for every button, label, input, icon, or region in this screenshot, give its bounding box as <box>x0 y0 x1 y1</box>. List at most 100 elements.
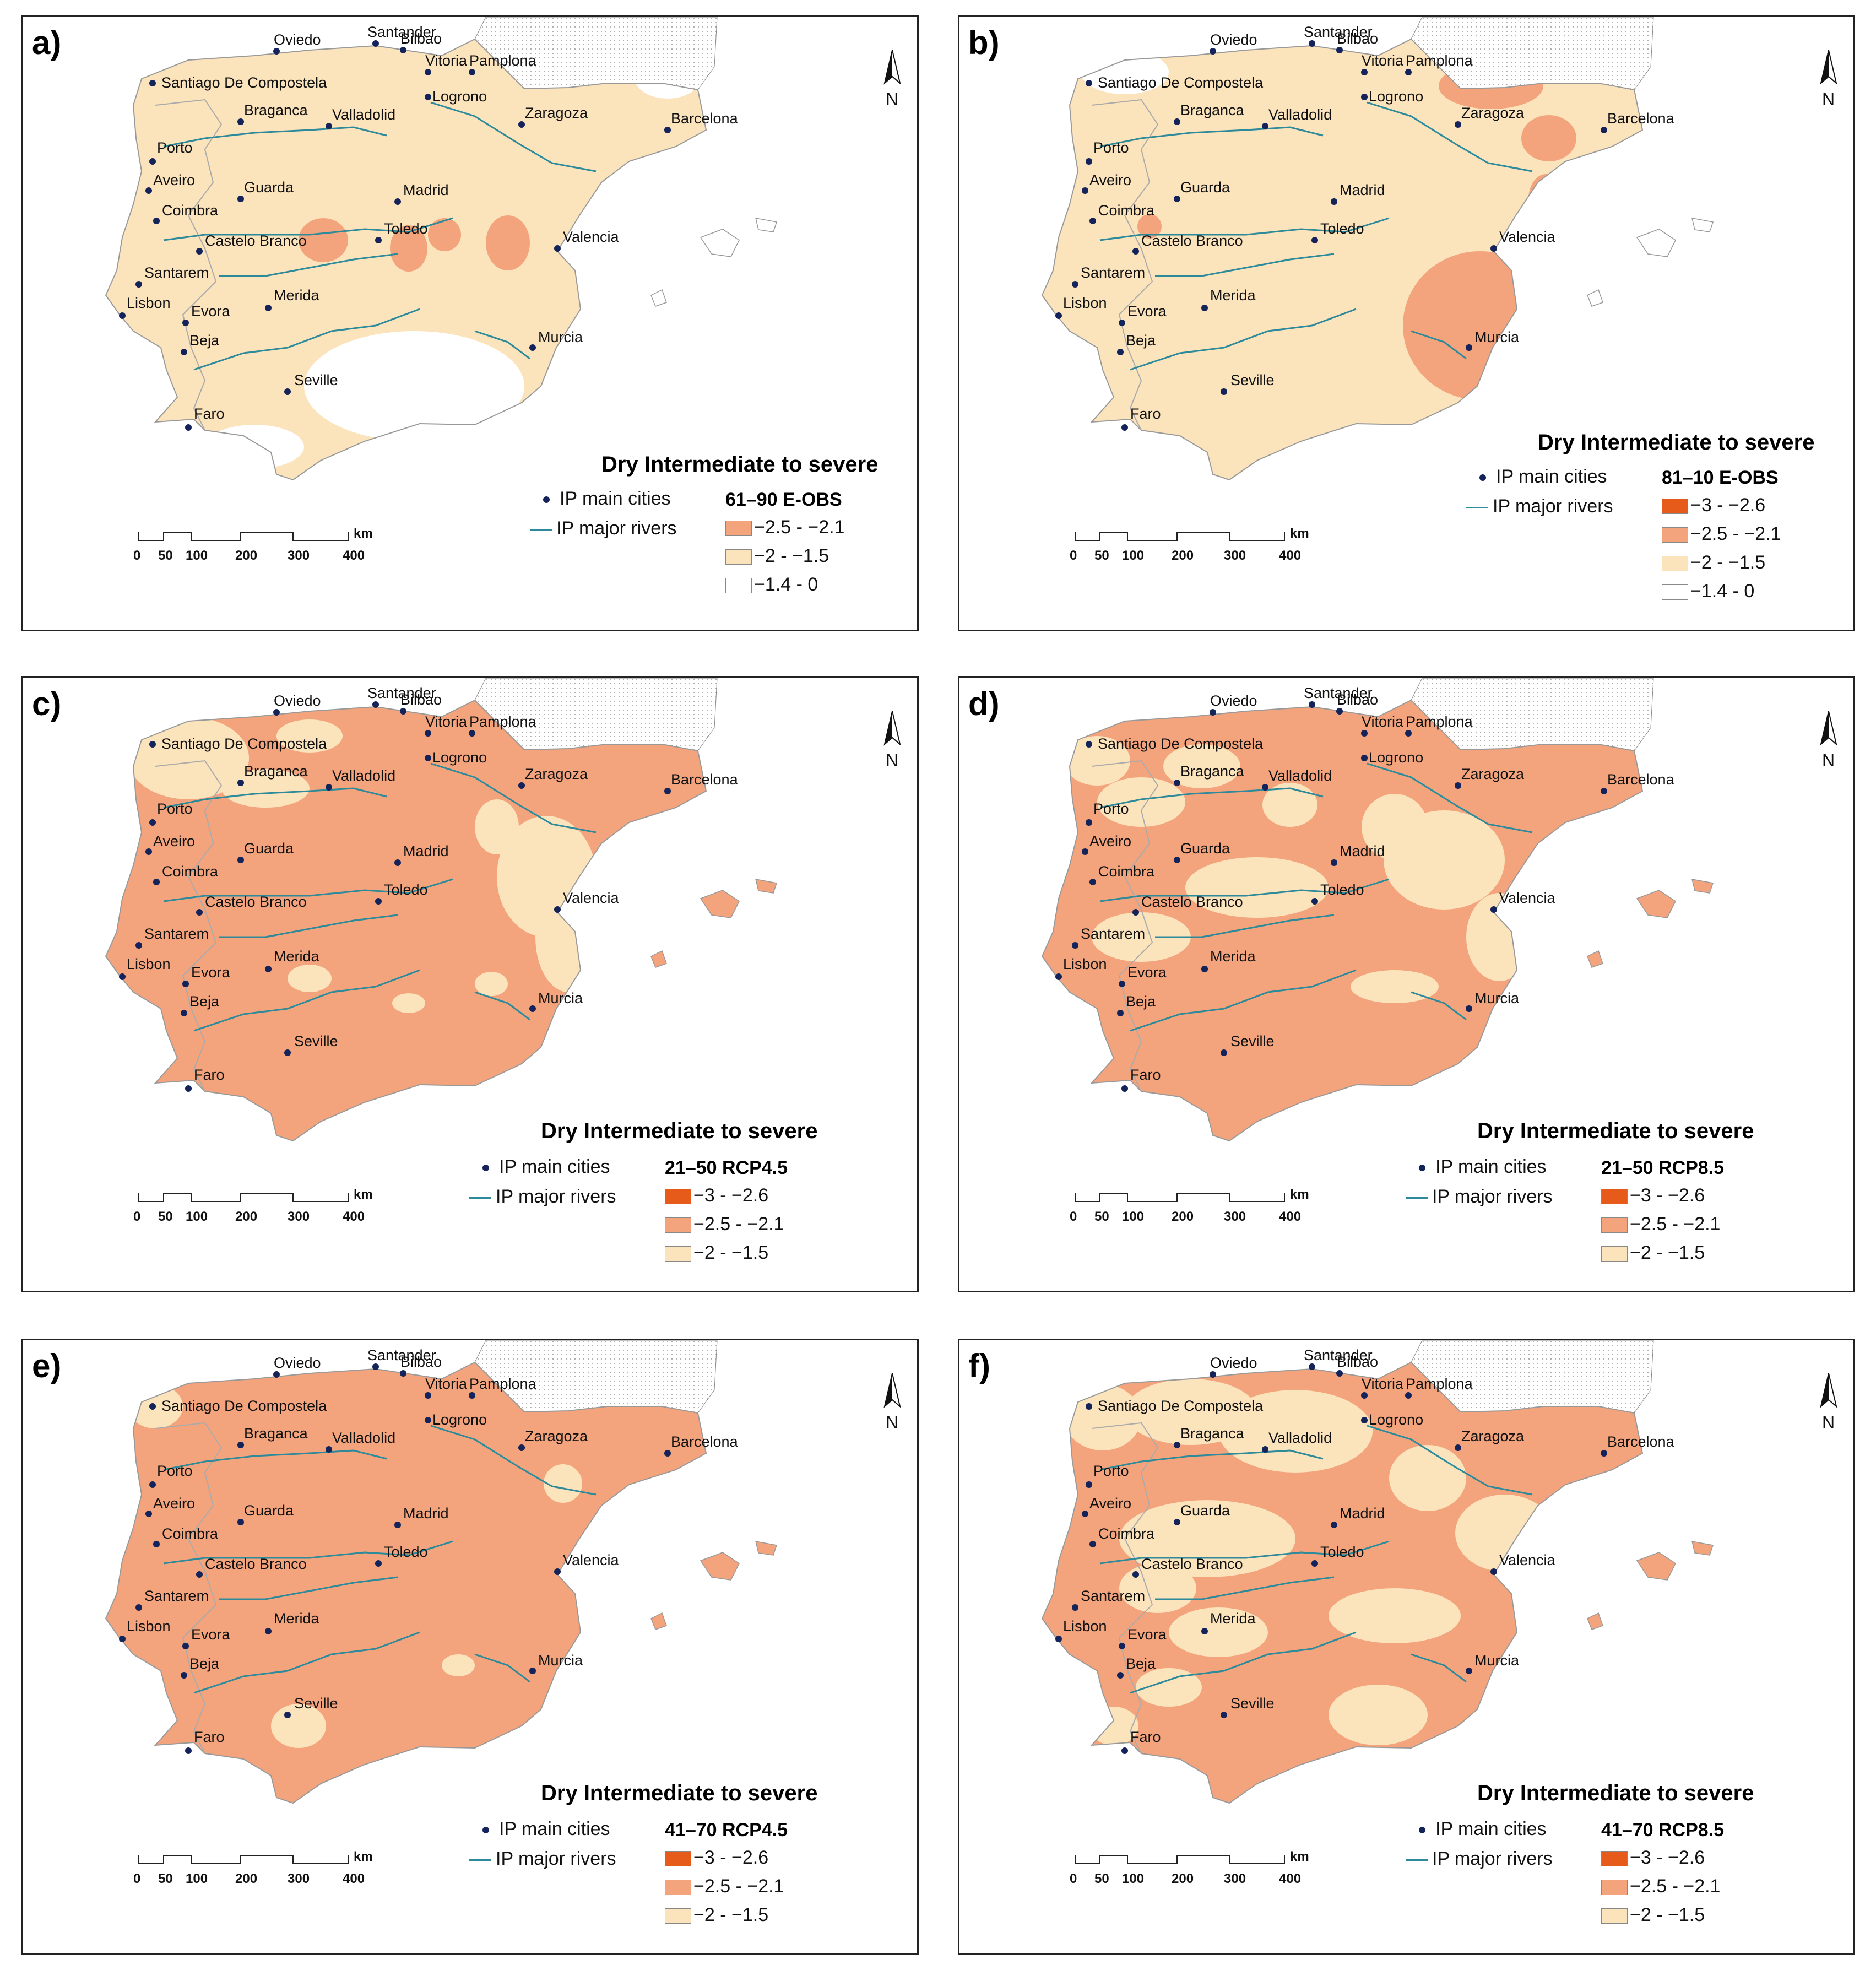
city-dot <box>153 879 160 885</box>
balearic-island <box>1691 1541 1714 1556</box>
city-label: Seville <box>1230 1695 1275 1712</box>
city-label: Guarda <box>1180 840 1230 857</box>
scale-tick-label: 100 <box>186 1871 208 1886</box>
north-arrow-icon: N <box>883 50 901 109</box>
city-label: Pamplona <box>1406 713 1473 730</box>
city-label: Santander <box>367 1347 436 1363</box>
city-label: Santarem <box>1081 264 1145 281</box>
north-arrow-icon: N <box>1820 50 1837 109</box>
city-dot <box>554 1568 561 1575</box>
city-dot <box>1089 218 1096 224</box>
legend-rivers: IP major rivers <box>469 1848 616 1870</box>
scale-tick-label: 400 <box>1279 548 1301 563</box>
city-dot <box>375 898 382 905</box>
legend-period: 21–50 RCP8.5 <box>1601 1157 1725 1178</box>
legend-class-label: −2.5 - −2.1 <box>1630 1876 1721 1897</box>
city-label: Murcia <box>1474 1652 1520 1669</box>
city-dot <box>469 730 475 737</box>
city-dot <box>237 196 244 202</box>
legend-period: 61–90 E-OBS <box>725 489 842 510</box>
legend-cities: IP main cities <box>475 1156 610 1178</box>
coastline <box>105 38 707 481</box>
balearic-island <box>1636 229 1676 257</box>
legend-class-label: −2.5 - −2.1 <box>754 517 845 538</box>
scale-tick-label: 0 <box>133 1209 140 1224</box>
city-dot <box>1221 388 1227 395</box>
city-label: Merida <box>1210 287 1256 304</box>
legend-class-row: −3 - −2.6 <box>665 1847 768 1869</box>
city-label: Oviedo <box>274 1355 321 1371</box>
city-dot <box>149 80 156 86</box>
scale-tick-label: 200 <box>235 1209 257 1224</box>
city-label: Vitoria <box>425 52 468 69</box>
city-dot <box>1119 1643 1125 1649</box>
legend-period: 21–50 RCP4.5 <box>665 1157 788 1178</box>
river-line <box>474 330 530 360</box>
legend-title: Dry Intermediate to severe <box>601 452 879 477</box>
city-dot <box>185 1747 192 1754</box>
scale-tick-label: 400 <box>343 548 365 563</box>
city-dot <box>265 966 272 972</box>
city-label: Guarda <box>244 840 294 857</box>
river-line <box>219 1576 398 1600</box>
city-dot <box>326 123 332 129</box>
legend-class-label: −3 - −2.6 <box>1690 495 1766 516</box>
city-dot <box>135 1604 142 1611</box>
city-dot <box>1336 708 1343 715</box>
legend-class-label: −2 - −1.5 <box>693 1904 769 1925</box>
city-label: Pamplona <box>469 1376 537 1392</box>
city-dot <box>1132 1571 1139 1578</box>
legend-swatch <box>665 1880 691 1896</box>
river-line <box>193 969 420 1032</box>
legend-rivers-label: IP major rivers <box>556 518 677 539</box>
city-dot <box>469 69 475 75</box>
panel-label: f) <box>968 1347 990 1384</box>
panel-label: b) <box>968 24 1000 61</box>
city-label: Braganca <box>244 102 308 118</box>
class-patch <box>1064 1384 1141 1450</box>
legend-swatch <box>1662 556 1688 572</box>
city-label: Bilbao <box>400 30 442 47</box>
legend-class-label: −2.5 - −2.1 <box>1630 1214 1721 1235</box>
city-dot <box>1309 40 1315 47</box>
class-patch <box>1384 810 1505 910</box>
city-label: Coimbra <box>1098 202 1155 219</box>
city-dot-icon <box>1479 474 1486 481</box>
legend-rivers-label: IP major rivers <box>1493 496 1613 517</box>
city-dot <box>664 127 671 133</box>
legend-swatch <box>665 1217 691 1233</box>
class-patch <box>1510 367 1642 472</box>
national-border <box>1091 760 1159 1092</box>
city-label: Murcia <box>1474 990 1520 1006</box>
city-label: Braganca <box>1180 102 1245 118</box>
city-label: Beja <box>189 1655 220 1672</box>
city-dot <box>375 237 382 243</box>
city-dot <box>1221 1049 1227 1056</box>
city-dot <box>1490 245 1497 252</box>
river-line <box>474 1653 530 1683</box>
class-patch <box>1521 115 1576 161</box>
city-label: Lisbon <box>127 295 171 311</box>
river-line <box>1099 217 1390 241</box>
legend-rivers: IP major rivers <box>530 518 677 539</box>
class-patch <box>486 215 530 270</box>
class-patch <box>588 1566 615 1610</box>
city-dot <box>1361 730 1368 737</box>
scale-unit: km <box>354 526 373 541</box>
legend-class-row: −2.5 - −2.1 <box>1601 1876 1720 1897</box>
city-dot <box>1086 80 1092 86</box>
river-line <box>1099 787 1324 809</box>
city-label: Valladolid <box>1268 106 1332 123</box>
legend-swatch <box>665 1246 691 1262</box>
river-line <box>1130 969 1357 1032</box>
class-patch <box>442 1654 475 1676</box>
city-dot <box>529 1005 536 1012</box>
city-label: Bilbao <box>400 1354 442 1370</box>
city-label: Valencia <box>1499 1552 1556 1568</box>
city-dot <box>1174 196 1180 202</box>
city-label: Santiago De Compostela <box>1098 1398 1264 1414</box>
river-line <box>1155 253 1335 277</box>
city-label: Toledo <box>384 1544 428 1560</box>
